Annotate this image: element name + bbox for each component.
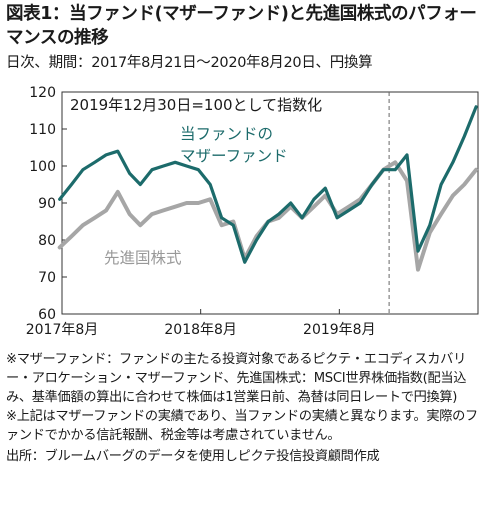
chart-area: 60 70 80 90 100 110 120 2017年8月 2018年8月 2019年8月 20… xyxy=(26,85,479,338)
index-annotation: 2019年12月30日=100として指数化 xyxy=(70,96,322,114)
source-note: 出所：ブルームバーグのデータを使用しピクテ投信投資顧問作成 xyxy=(6,449,380,464)
footnotes: ※マザーファンド：ファンドの主たる投資対象であるピクテ・エコディスカバリー・アロ… xyxy=(6,350,490,466)
x-tick-label: 2018年8月 xyxy=(164,322,237,338)
y-tick-label: 70 xyxy=(38,270,56,286)
footnote-definitions: ※マザーファンド：ファンドの主たる投資対象であるピクテ・エコディスカバリー・アロ… xyxy=(6,352,467,405)
footnote-disclaimer: ※上記はマザーファンドの実績であり、当ファンドの実績と異なります。実際のファンド… xyxy=(6,409,478,443)
y-tick-label: 60 xyxy=(38,307,56,323)
x-tick-label: 2019年8月 xyxy=(303,322,376,338)
y-tick-label: 100 xyxy=(29,159,56,175)
y-tick-label: 110 xyxy=(29,122,56,138)
x-tick-label: 2017年8月 xyxy=(26,322,99,338)
fund-series-line xyxy=(58,105,478,264)
y-tick-label: 90 xyxy=(38,196,56,212)
chart-title: 図表1：当ファンド(マザーファンド)と先進国株式のパフォーマンスの推移 xyxy=(6,4,477,48)
fund-series-label-line2: マザーファンド xyxy=(180,147,288,165)
chart-subtitle: 日次、期間：2017年8月21日～2020年8月20日、円換算 xyxy=(6,55,373,71)
y-tick-label: 80 xyxy=(38,233,56,249)
y-tick-label: 120 xyxy=(29,85,56,101)
world-equity-series-label: 先進国株式 xyxy=(104,249,182,267)
fund-series-label-line1: 当ファンドの xyxy=(180,125,273,143)
